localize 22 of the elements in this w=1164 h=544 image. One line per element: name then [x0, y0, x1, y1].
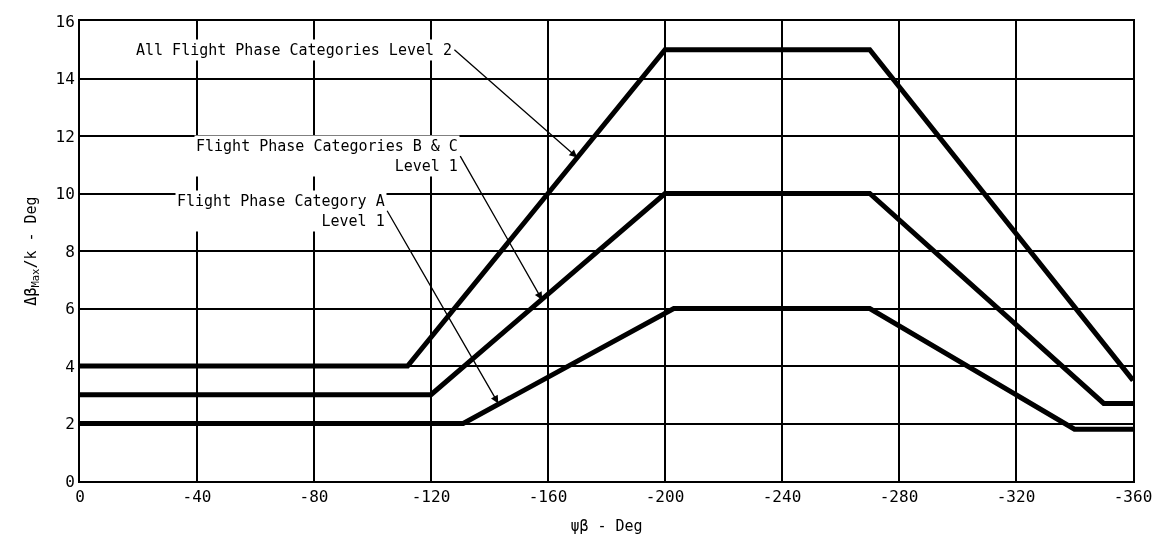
y-tick-label: 6	[65, 299, 75, 319]
x-tick-label: -200	[645, 487, 685, 507]
x-tick-label: -240	[762, 487, 802, 507]
x-tick-label: -160	[528, 487, 568, 507]
annotation: Flight Phase Categories B & C Level 1	[196, 137, 458, 175]
y-tick-label: 10	[55, 184, 75, 204]
x-axis-title: ψβ - Deg	[570, 516, 643, 535]
annotation: Flight Phase Category A Level 1	[177, 192, 385, 230]
y-tick-label: 2	[65, 414, 75, 434]
x-tick-label: -40	[182, 487, 212, 507]
y-tick-label: 14	[55, 69, 75, 89]
x-tick-label: -320	[996, 487, 1036, 507]
x-tick-label: -280	[879, 487, 919, 507]
y-tick-label: 12	[55, 126, 75, 146]
y-tick-label: 16	[55, 11, 75, 31]
y-tick-label: 4	[65, 356, 75, 376]
x-tick-label: -120	[411, 487, 451, 507]
y-tick-label: 8	[65, 241, 75, 261]
y-tick-label: 0	[65, 471, 75, 491]
annotation: All Flight Phase Categories Level 2	[136, 41, 453, 59]
x-tick-label: -80	[299, 487, 329, 507]
x-tick-label: -360	[1113, 487, 1153, 507]
